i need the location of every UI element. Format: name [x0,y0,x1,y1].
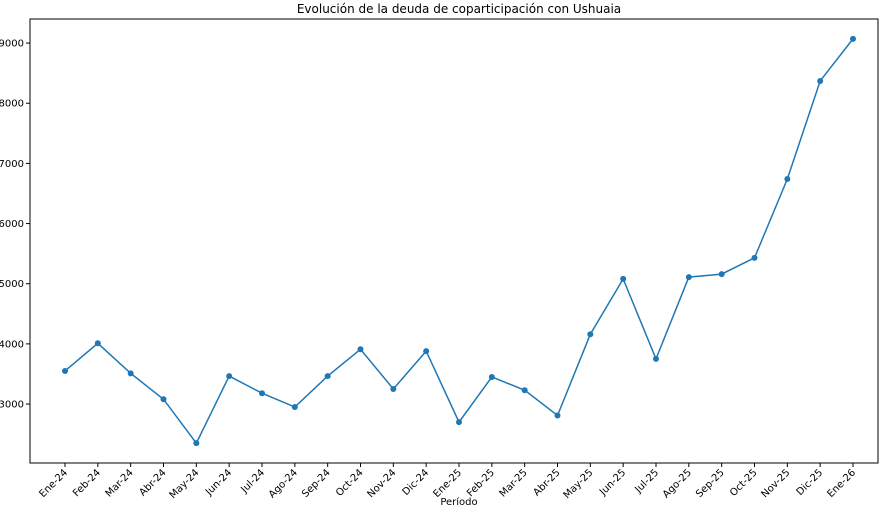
point [259,390,265,397]
x-tick-label: Sep-25 [694,467,727,500]
y-tick-label: 9000 [0,39,24,50]
x-tick-label: Ene-25 [431,467,464,500]
x-tick-label: Feb-24 [71,467,103,499]
y-tick-label: 6000 [0,219,24,230]
point [817,77,824,84]
point [390,386,397,392]
point [850,35,856,42]
x-tick-label: Nov-25 [760,467,793,500]
x-tick-label: Oct-24 [334,467,366,499]
line [64,38,854,445]
x-tick-label: Abr-25 [532,467,563,498]
point [751,254,758,261]
point [127,370,134,377]
point [62,367,68,374]
point [784,176,791,183]
point [488,373,495,380]
point [554,412,561,419]
x-tick-label: Jul-24 [239,467,268,496]
x-tick-label: Dic-25 [795,467,826,498]
point [456,419,462,426]
y-tick-label: 4000 [0,339,24,350]
point [226,373,233,380]
point [620,275,627,282]
x-axis-label: Período [440,496,477,508]
point [423,348,430,355]
x-tick-label: Oct-25 [728,467,760,499]
x-tick-label: Ago-24 [267,467,300,500]
x-tick-label: Abr-24 [138,467,169,498]
y-tick-label: 3000 [0,400,24,411]
point [587,331,594,338]
x-tick-label: Nov-24 [366,467,399,500]
plot-frame [29,18,879,464]
x-tick-label: Jul-25 [633,467,662,496]
point [718,271,725,278]
x-tick-label: Jun-24 [203,467,234,498]
chart-title: Evolución de la deuda de coparticipación… [297,2,621,16]
x-tick-label: Feb-25 [465,467,497,499]
y-tick-label: 8000 [0,99,24,110]
point [160,396,167,403]
x-tick-label: Mar-25 [498,467,530,499]
x-tick-label: May-25 [562,467,596,501]
point [324,373,331,380]
point [291,404,298,411]
point [685,274,692,281]
point [94,340,101,347]
point [357,346,364,353]
point [193,440,200,447]
x-tick-label: Dic-24 [401,467,432,498]
y-tick-label: 5000 [0,279,24,290]
x-tick-label: Ene-24 [37,467,70,500]
x-tick-label: Mar-24 [104,467,136,499]
x-tick-label: May-24 [168,467,202,501]
x-tick-label: Sep-24 [300,467,333,500]
point [521,387,528,394]
x-tick-label: Ago-25 [661,467,694,500]
x-tick-label: Jun-25 [597,467,628,498]
point [653,355,659,362]
y-tick-label: 7000 [0,159,24,170]
x-tick-label: Ene-26 [825,467,858,500]
